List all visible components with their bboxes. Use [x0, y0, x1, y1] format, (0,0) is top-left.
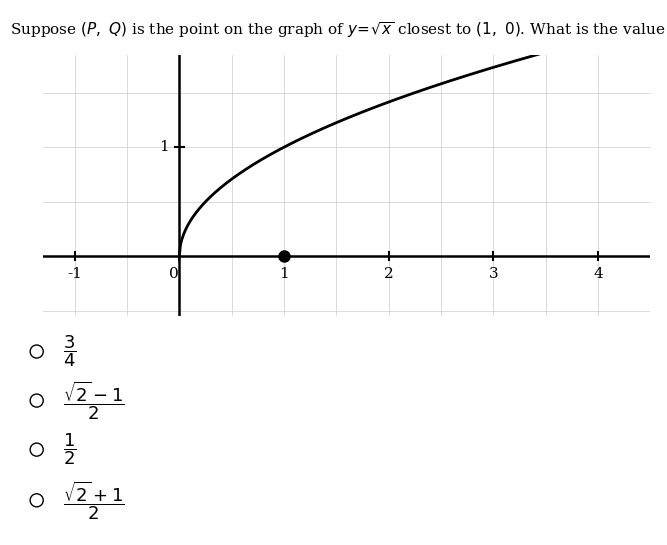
Text: $\dfrac{\sqrt{2}+1}{2}$: $\dfrac{\sqrt{2}+1}{2}$ [63, 479, 125, 522]
Text: $\dfrac{1}{2}$: $\dfrac{1}{2}$ [63, 432, 77, 468]
Text: 2: 2 [384, 267, 394, 281]
Text: Suppose $\mathit{(P,\ Q)}$ is the point on the graph of $y\!=\!\sqrt{x}$ closest: Suppose $\mathit{(P,\ Q)}$ is the point … [10, 20, 667, 40]
Text: -1: -1 [67, 267, 82, 281]
Text: 1: 1 [159, 140, 169, 154]
Text: $\dfrac{3}{4}$: $\dfrac{3}{4}$ [63, 334, 77, 370]
Text: 1: 1 [279, 267, 289, 281]
Text: 3: 3 [488, 267, 498, 281]
Text: 0: 0 [169, 267, 179, 281]
Text: $\dfrac{\sqrt{2}-1}{2}$: $\dfrac{\sqrt{2}-1}{2}$ [63, 379, 125, 422]
Text: 4: 4 [593, 267, 603, 281]
